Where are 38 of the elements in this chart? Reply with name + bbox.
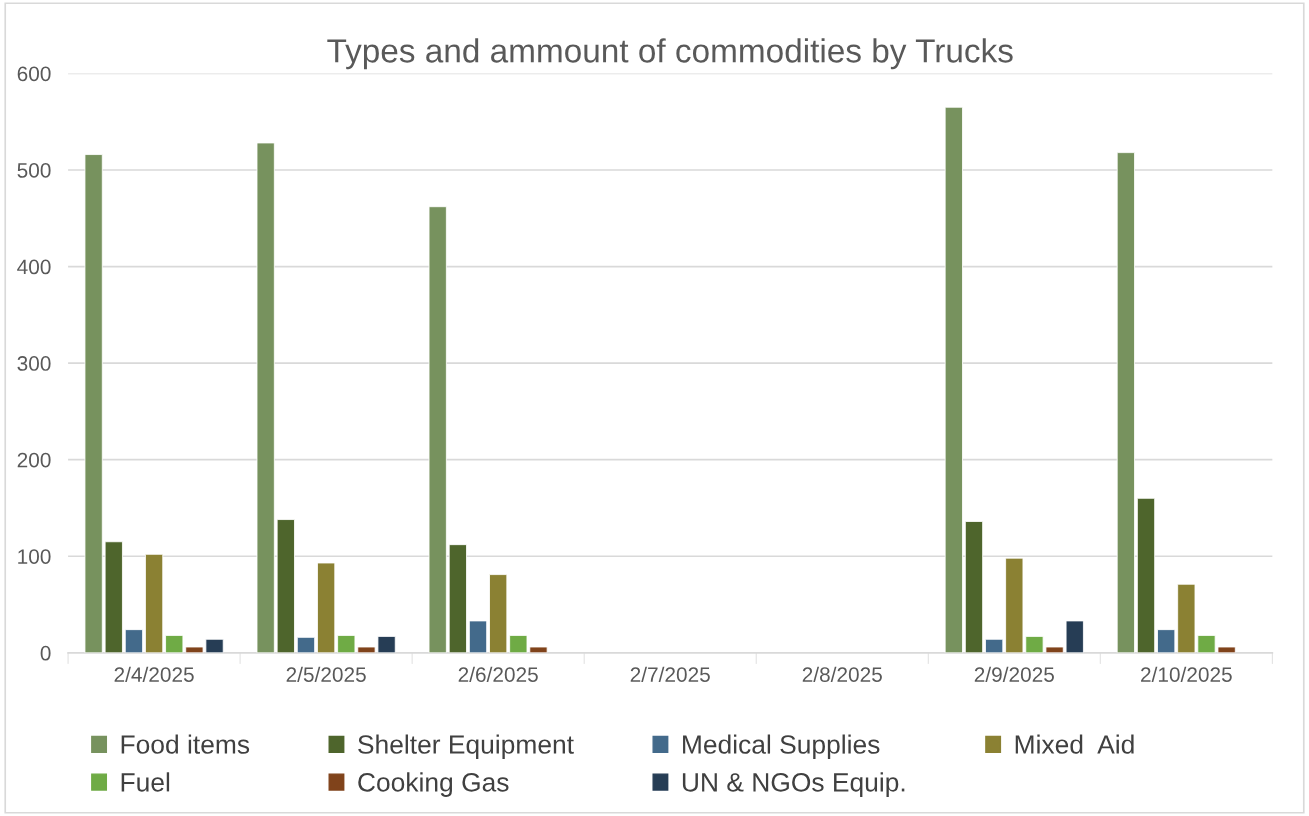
y-tick-label: 100 (18, 549, 51, 564)
bar (489, 574, 508, 653)
bar (145, 553, 164, 653)
bar (276, 519, 295, 653)
bar (985, 638, 1004, 653)
x-tick-label: 2/9/2025 (974, 666, 1054, 682)
y-tick-label: 400 (17, 259, 51, 275)
x-tick-label: 2/6/2025 (458, 666, 538, 682)
y-tick-label: 0 (40, 645, 51, 661)
y-tick-label: 300 (17, 356, 51, 371)
x-tick-label: 2/4/2025 (114, 666, 194, 682)
x-tick-label: 2/7/2025 (630, 666, 710, 682)
legend-label: Fuel (121, 772, 170, 792)
legend-label: Food items (121, 734, 250, 754)
bar (296, 636, 316, 653)
bar (317, 562, 336, 653)
legend-label: Cooking Gas (358, 772, 509, 797)
legend-label: Mixed Aid (1015, 734, 1134, 754)
bar (428, 206, 447, 653)
bar (448, 544, 467, 653)
legend-label: Medical Supplies (683, 734, 880, 760)
bar (1116, 152, 1135, 653)
chart-title: Types and ammount of commodities by Trucks (327, 38, 1013, 70)
bar (256, 142, 275, 653)
bar (944, 106, 963, 653)
bar (964, 521, 984, 653)
bar (1157, 629, 1176, 653)
x-tick-label: 2/10/2025 (1141, 666, 1232, 682)
y-tick-label: 500 (17, 163, 51, 178)
y-tick-label: 600 (17, 66, 51, 82)
bar (468, 620, 488, 653)
bar (1136, 497, 1156, 653)
bar (124, 629, 144, 653)
x-tick-label: 2/8/2025 (802, 666, 882, 682)
legend-label: UN & NGOs Equip. (682, 772, 905, 797)
legend-label: Shelter Equipment (358, 734, 574, 760)
y-tick-label: 200 (17, 452, 51, 468)
x-tick-label: 2/5/2025 (286, 666, 366, 682)
